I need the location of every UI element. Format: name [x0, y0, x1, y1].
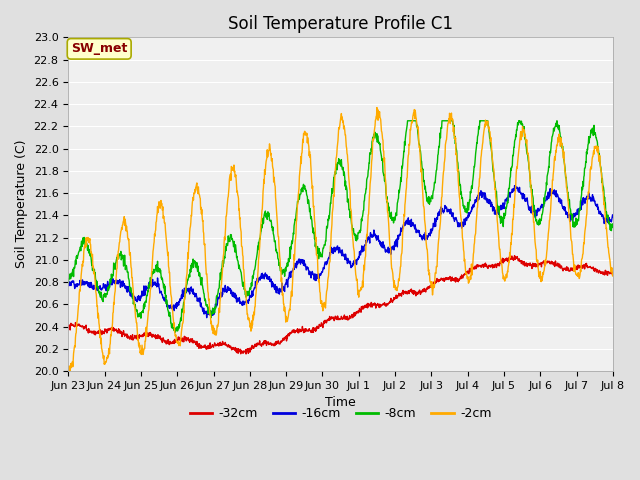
- X-axis label: Time: Time: [325, 396, 356, 409]
- Y-axis label: Soil Temperature (C): Soil Temperature (C): [15, 140, 28, 268]
- Text: SW_met: SW_met: [71, 42, 127, 55]
- Title: Soil Temperature Profile C1: Soil Temperature Profile C1: [228, 15, 453, 33]
- Legend: -32cm, -16cm, -8cm, -2cm: -32cm, -16cm, -8cm, -2cm: [185, 402, 497, 425]
